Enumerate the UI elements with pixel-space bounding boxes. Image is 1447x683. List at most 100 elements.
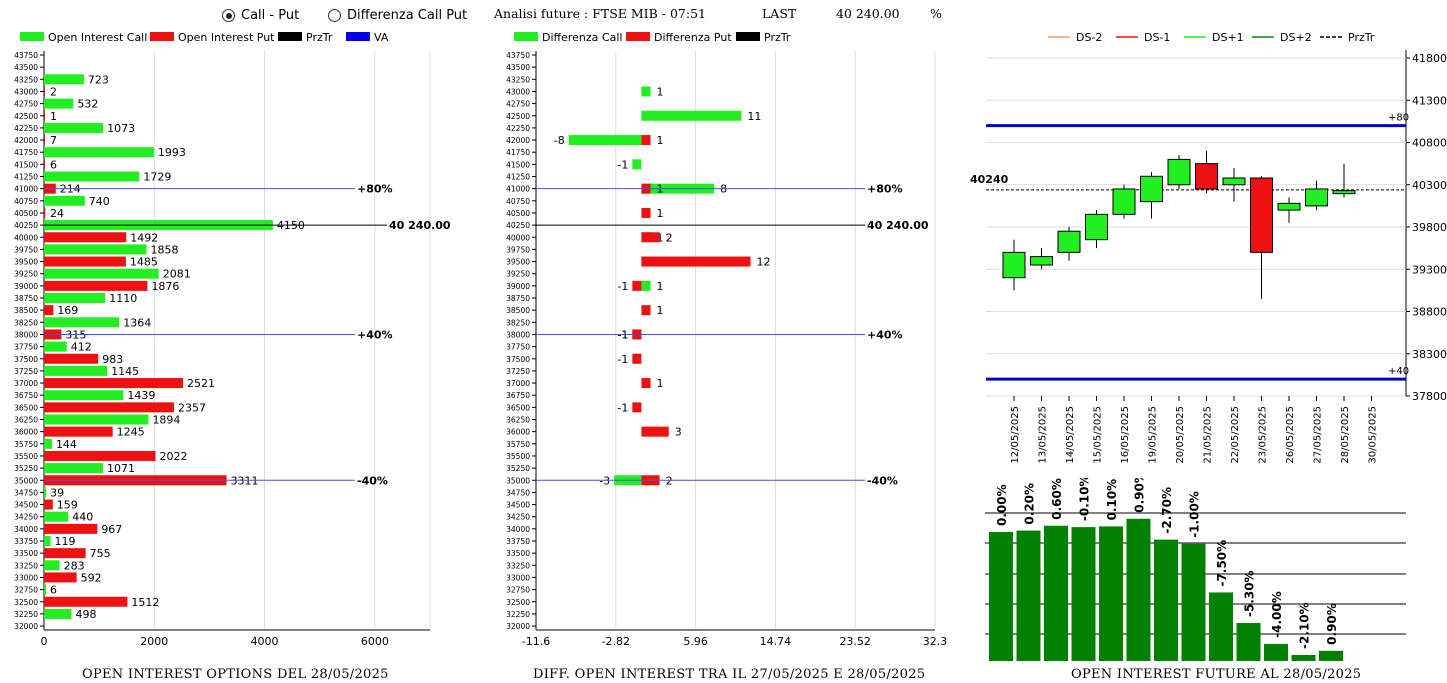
diff-call-bar bbox=[568, 135, 642, 146]
diff-call-label: 1 bbox=[657, 231, 664, 244]
footer-title-options: OPEN INTEREST OPTIONS DEL 28/05/2025 bbox=[82, 667, 389, 682]
future-bar-label: -0.10% bbox=[1078, 478, 1092, 521]
oi-call-label: 1110 bbox=[109, 292, 137, 305]
oi-put-label: 1245 bbox=[117, 426, 145, 439]
oi-y-tick: 42250 bbox=[14, 124, 38, 133]
diff-put-label: -1 bbox=[617, 353, 628, 366]
diff-x-tick: -2.82 bbox=[602, 635, 630, 648]
oi-call-label: 740 bbox=[89, 195, 110, 208]
diff-y-tick: 32750 bbox=[506, 586, 530, 595]
oi-call-bar bbox=[44, 536, 51, 546]
diff-x-tick: 5.96 bbox=[683, 635, 708, 648]
oi-y-tick: 41000 bbox=[14, 185, 38, 194]
oi-y-tick: 42500 bbox=[14, 112, 38, 121]
diff-put-bar bbox=[641, 232, 660, 243]
candle-body bbox=[1112, 188, 1136, 215]
oi-call-label: 39 bbox=[50, 486, 64, 499]
future-bar bbox=[1291, 655, 1316, 661]
oi-call-bar bbox=[44, 560, 60, 571]
diff-y-tick: 41000 bbox=[506, 185, 530, 194]
oi-put-bar bbox=[44, 402, 174, 413]
oi-call-label: 1729 bbox=[143, 171, 171, 184]
oi-y-tick: 43750 bbox=[14, 51, 38, 60]
candle-y-tick: 39800 bbox=[1412, 221, 1447, 234]
oi-put-label: 6 bbox=[50, 158, 57, 171]
diff-y-tick: 33000 bbox=[506, 573, 530, 582]
radio-diff[interactable]: Differenza Call Put bbox=[328, 8, 467, 23]
diff-y-tick: 35000 bbox=[506, 476, 530, 485]
future-bar bbox=[1236, 623, 1261, 661]
diff-legend-swatch bbox=[626, 32, 650, 41]
oi-y-tick: 40250 bbox=[14, 221, 38, 230]
oi-call-bar bbox=[44, 487, 47, 498]
future-bar-label: 0.90% bbox=[1325, 603, 1339, 645]
diff-y-tick: 40000 bbox=[506, 233, 530, 242]
candle-body bbox=[1277, 202, 1301, 211]
candle-x-tick: 21/05/2025 bbox=[1203, 406, 1214, 464]
oi-legend-swatch bbox=[150, 32, 174, 41]
oi-y-tick: 32500 bbox=[14, 598, 38, 607]
oi-y-tick: 36500 bbox=[14, 403, 38, 412]
oi-put-label: 967 bbox=[101, 523, 122, 536]
future-bar-label: 0.90% bbox=[1133, 478, 1147, 513]
oi-put-bar bbox=[44, 305, 54, 316]
diff-y-tick: 43250 bbox=[506, 75, 530, 84]
diff-y-tick: 37250 bbox=[506, 367, 530, 376]
oi-y-tick: 33750 bbox=[14, 537, 38, 546]
last-value: 40 240.00 bbox=[836, 6, 900, 21]
radio-diff-label: Differenza Call Put bbox=[347, 8, 468, 23]
diff-put-label: 3 bbox=[675, 426, 682, 439]
oi-call-label: 532 bbox=[77, 98, 98, 111]
future-bar-label: -5.30% bbox=[1243, 570, 1257, 617]
oi-put-label: 2 bbox=[50, 85, 57, 98]
diff-y-tick: 40500 bbox=[506, 209, 530, 218]
future-bar-label: -7.50% bbox=[1215, 540, 1229, 587]
radio-call-put[interactable]: Call - Put bbox=[222, 8, 299, 23]
future-bar bbox=[1319, 650, 1343, 661]
diff-y-tick: 38000 bbox=[506, 330, 530, 339]
oi-put-bar bbox=[44, 523, 98, 534]
oi-y-tick: 35750 bbox=[14, 440, 38, 449]
diff-put-label: 2 bbox=[666, 231, 673, 244]
future-bar bbox=[1209, 592, 1233, 661]
page-title: Analisi future : FTSE MIB - 07:51 bbox=[494, 6, 706, 21]
diff-y-tick: 39500 bbox=[506, 258, 530, 267]
diff-y-tick: 42250 bbox=[506, 124, 530, 133]
oi-call-bar bbox=[44, 584, 46, 595]
diff-put-label: 1 bbox=[657, 377, 664, 390]
diff-call-label: 1 bbox=[657, 85, 664, 98]
oi-put-bar bbox=[44, 499, 53, 510]
diff-put-bar bbox=[641, 426, 669, 437]
oi-y-tick: 38500 bbox=[14, 306, 38, 315]
oi-y-tick: 42000 bbox=[14, 136, 38, 145]
candle-legend-label: DS+2 bbox=[1280, 31, 1312, 44]
oi-call-bar bbox=[44, 390, 124, 401]
candle-legend-label: DS+1 bbox=[1212, 31, 1244, 44]
oi-call-bar bbox=[44, 122, 104, 133]
diff-x-tick: 23.52 bbox=[839, 635, 871, 648]
oi-put-label: 7 bbox=[50, 134, 57, 147]
diff-y-tick: 40750 bbox=[506, 197, 530, 206]
candle-body bbox=[1250, 177, 1273, 253]
diff-put-bar bbox=[641, 135, 651, 146]
candle-y-tick: 39300 bbox=[1412, 263, 1447, 276]
oi-y-tick: 40000 bbox=[14, 233, 38, 242]
oi-put-bar bbox=[44, 450, 156, 461]
oi-call-label: 283 bbox=[64, 559, 85, 572]
diff-put-bar bbox=[641, 378, 651, 389]
oi-call-bar bbox=[44, 74, 84, 85]
oi-put-label: 592 bbox=[81, 571, 102, 584]
diff-y-tick: 37750 bbox=[506, 343, 530, 352]
diff-y-tick: 40250 bbox=[506, 221, 530, 230]
oi-x-tick: 4000 bbox=[251, 635, 279, 648]
future-bar-label: 0.60% bbox=[1050, 478, 1064, 520]
diff-put-label: 1 bbox=[657, 134, 664, 147]
oi-y-tick: 40750 bbox=[14, 197, 38, 206]
diff-marker-label: 40 240.00 bbox=[867, 219, 929, 232]
candle-x-tick: 26/05/2025 bbox=[1285, 406, 1296, 464]
diff-call-label: 11 bbox=[747, 110, 761, 123]
future-bar-label: 0.00% bbox=[995, 484, 1009, 526]
oi-call-label: 723 bbox=[88, 73, 109, 86]
pct-label: % bbox=[930, 6, 942, 21]
footer-title-diff: DIFF. OPEN INTEREST TRA IL 27/05/2025 E … bbox=[533, 667, 926, 682]
